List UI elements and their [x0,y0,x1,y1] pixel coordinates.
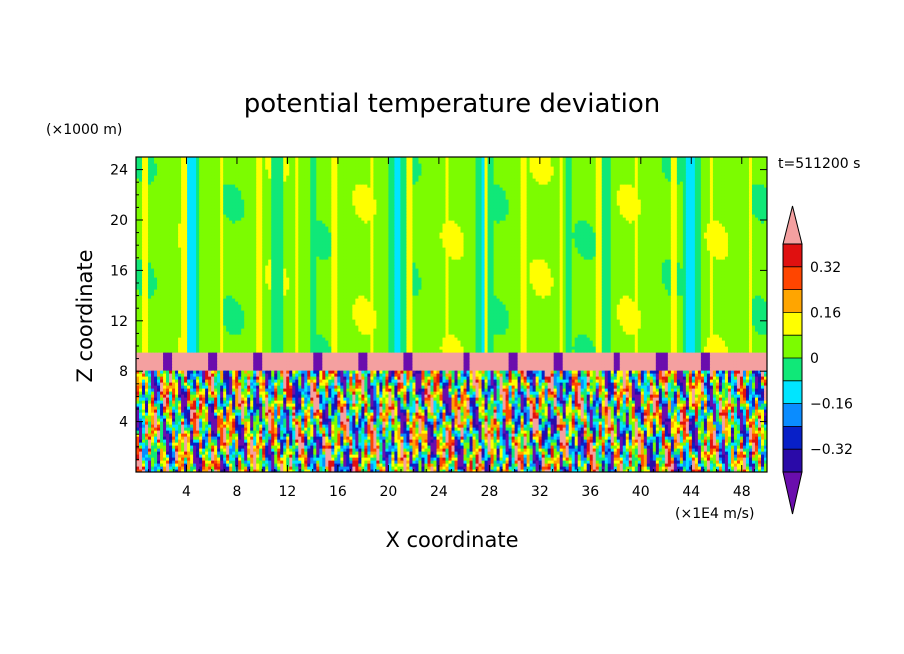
chart-title: potential temperature deviation [244,89,660,119]
time-label: t=511200 s [778,156,860,172]
heatmap-plot-area [136,157,768,473]
heatmap-cells [136,157,768,473]
y-unit-label: (×1000 m) [46,122,122,138]
